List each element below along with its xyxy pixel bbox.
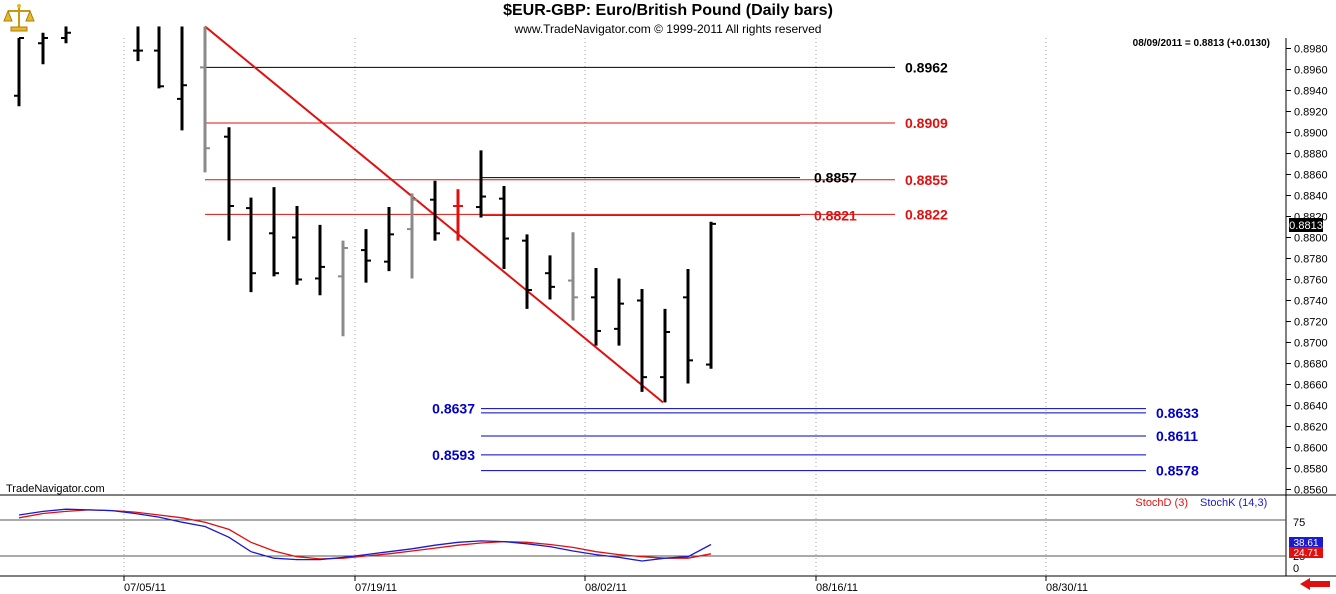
- ohlc-bar: [177, 26, 187, 131]
- ohlc-bar: [499, 186, 509, 269]
- fib-level-label: 0.8962: [905, 59, 948, 75]
- stoch-d-label: StochD (3): [1135, 497, 1188, 509]
- y-tick-label: 0.8600: [1294, 443, 1328, 455]
- ohlc-bar: [315, 224, 325, 296]
- ohlc-bar: [476, 150, 486, 218]
- vertical-gridlines: [123, 38, 1047, 576]
- fib-levels: 0.8962 0.8909 0.8855 0.8822 0.8857 0.8821 0.86…: [205, 59, 1199, 479]
- price-panel-frame: [0, 38, 1286, 495]
- y-tick-label: 0.8640: [1294, 401, 1328, 413]
- chart-title: $EUR-GBP: Euro/British Pound (Daily bars…: [503, 2, 833, 19]
- y-tick-label: 0.8880: [1294, 149, 1328, 161]
- ohlc-bar: [614, 278, 624, 346]
- stoch-d-line: [18, 509, 712, 560]
- y-tick-label: 0.8780: [1294, 254, 1328, 266]
- ohlc-bar: [545, 255, 555, 300]
- y-tick-label: 0.8700: [1294, 338, 1328, 350]
- ohlc-bar: [200, 26, 210, 173]
- y-tick-label: 0.8580: [1294, 464, 1328, 476]
- ohlc-bar: [407, 193, 417, 279]
- fib-level-label: 0.8822: [905, 206, 948, 222]
- ohlc-bar: [683, 269, 693, 384]
- trade-navigator-logo-icon: [3, 4, 35, 32]
- ohlc-bars: [14, 26, 716, 403]
- x-tick-label: 07/19/11: [355, 582, 397, 594]
- stochastic-panel: StochD (3) StochK (14,3) 75 25 0 38.61 2…: [0, 497, 1323, 575]
- fib-level-label: 0.8857: [814, 170, 857, 186]
- ohlc-bar: [522, 234, 532, 309]
- y-tick-label: 0.8860: [1294, 170, 1328, 182]
- y-tick-label: 0.8840: [1294, 191, 1328, 203]
- stoch-tick-75: 75: [1293, 517, 1305, 529]
- y-tick-label: 0.8660: [1294, 380, 1328, 392]
- fib-level-label: 0.8633: [1156, 405, 1199, 421]
- fib-level-label: 0.8593: [432, 447, 475, 463]
- x-tick-label: 08/16/11: [816, 582, 858, 594]
- ohlc-bar: [292, 206, 302, 285]
- x-tick-label: 08/30/11: [1046, 582, 1088, 594]
- fib-level-label: 0.8821: [814, 207, 857, 223]
- stoch-k-line: [18, 508, 712, 562]
- ohlc-bar: [430, 180, 440, 241]
- price-y-axis: 0.8980 0.8960 0.8940 0.8920 0.8900 0.8880 0.88…: [1286, 44, 1328, 497]
- ohlc-bar: [706, 221, 716, 369]
- last-price-tag: 0.8813: [1289, 220, 1323, 232]
- stoch-k-label: StochK (14,3): [1200, 497, 1267, 509]
- watermark-text: TradeNavigator.com: [6, 483, 105, 495]
- fib-level-label: 0.8578: [1156, 463, 1199, 479]
- y-tick-label: 0.8940: [1294, 86, 1328, 98]
- ohlc-bar: [568, 232, 578, 321]
- chart-header: $EUR-GBP: Euro/British Pound (Daily bars…: [0, 0, 1336, 38]
- y-tick-label: 0.8900: [1294, 128, 1328, 140]
- fib-level-label: 0.8637: [432, 401, 475, 417]
- y-tick-label: 0.8680: [1294, 359, 1328, 371]
- y-tick-label: 0.8720: [1294, 317, 1328, 329]
- stoch-d-tag: 24.71: [1293, 548, 1318, 559]
- y-tick-label: 0.8920: [1294, 107, 1328, 119]
- stoch-k-tag: 38.61: [1293, 538, 1318, 549]
- ohlc-bar: [246, 197, 256, 293]
- ohlc-bar: [591, 267, 601, 346]
- ohlc-bar: [361, 229, 371, 283]
- ohlc-bar: [384, 207, 394, 272]
- time-x-axis: 07/05/11 07/19/11 08/02/11 08/16/11 08/30/11: [123, 576, 1088, 594]
- y-tick-label: 0.8800: [1294, 233, 1328, 245]
- ohlc-bar: [660, 308, 670, 403]
- ohlc-bar: [14, 37, 24, 107]
- ohlc-bar: [338, 240, 348, 337]
- x-tick-label: 07/05/11: [124, 582, 166, 594]
- stoch-k-tag-bg: [1289, 537, 1323, 548]
- fib-level-label: 0.8611: [1156, 428, 1198, 444]
- ohlc-bar: [154, 26, 164, 89]
- ohlc-bar: [61, 26, 71, 44]
- y-tick-label: 0.8560: [1294, 485, 1328, 497]
- ohlc-bar: [38, 32, 48, 65]
- stoch-tick-0: 0: [1293, 563, 1299, 575]
- fib-level-label: 0.8855: [905, 172, 948, 188]
- y-tick-label: 0.8980: [1294, 44, 1328, 56]
- fib-level-label: 0.8909: [905, 115, 948, 131]
- ohlc-bar: [453, 189, 463, 241]
- ohlc-bar: [637, 288, 647, 392]
- y-tick-label: 0.8760: [1294, 275, 1328, 287]
- ohlc-bar: [133, 26, 143, 62]
- y-tick-label: 0.8620: [1294, 422, 1328, 434]
- ohlc-bar: [269, 187, 279, 277]
- y-tick-label: 0.8740: [1294, 296, 1328, 308]
- x-tick-label: 08/02/11: [585, 582, 627, 594]
- ohlc-bar: [224, 127, 234, 241]
- stoch-d-tag-bg: [1289, 547, 1323, 558]
- scroll-left-arrow-icon[interactable]: [1298, 577, 1332, 591]
- price-info-text: 08/09/2011 = 0.8813 (+0.0130): [1133, 38, 1270, 49]
- last-price-tag-bg: [1289, 218, 1323, 232]
- chart-subtitle: www.TradeNavigator.com © 1999-2011 All r…: [514, 22, 822, 36]
- y-tick-label: 0.8960: [1294, 65, 1328, 77]
